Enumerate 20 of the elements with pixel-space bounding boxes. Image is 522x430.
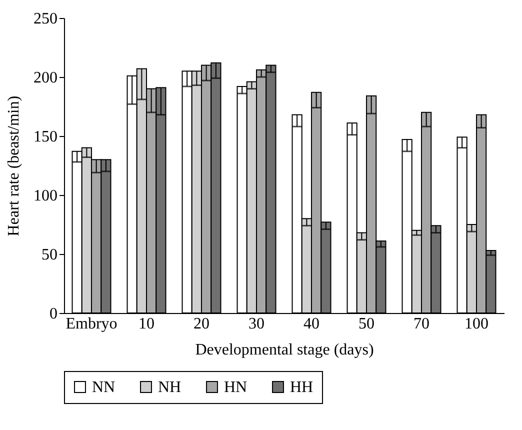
y-tick-label: 250 xyxy=(34,10,58,28)
x-axis-title: Developmental stage (days) xyxy=(195,342,374,358)
legend-label: NH xyxy=(158,379,182,396)
legend-label: HN xyxy=(224,379,248,396)
y-tick-label: 0 xyxy=(50,306,58,322)
x-tick-label: 40 xyxy=(304,316,320,332)
x-tick-label: 10 xyxy=(138,316,154,332)
legend-label: NN xyxy=(92,379,116,396)
y-axis-title: Heart rate (beast/min) xyxy=(6,96,22,236)
y-tick-label: 100 xyxy=(34,188,58,204)
y-tick-label: 150 xyxy=(34,128,58,146)
x-tick-label: 100 xyxy=(464,316,488,332)
x-tick-label: 20 xyxy=(194,316,210,332)
x-tick-label: 30 xyxy=(248,316,264,332)
x-tick-label: Embryo xyxy=(66,316,118,332)
x-tick-label: 70 xyxy=(414,316,430,332)
legend-label: HH xyxy=(290,379,314,396)
y-tick-label: 200 xyxy=(34,70,58,86)
y-tick-label: 50 xyxy=(42,246,58,264)
x-tick-label: 50 xyxy=(358,316,374,332)
